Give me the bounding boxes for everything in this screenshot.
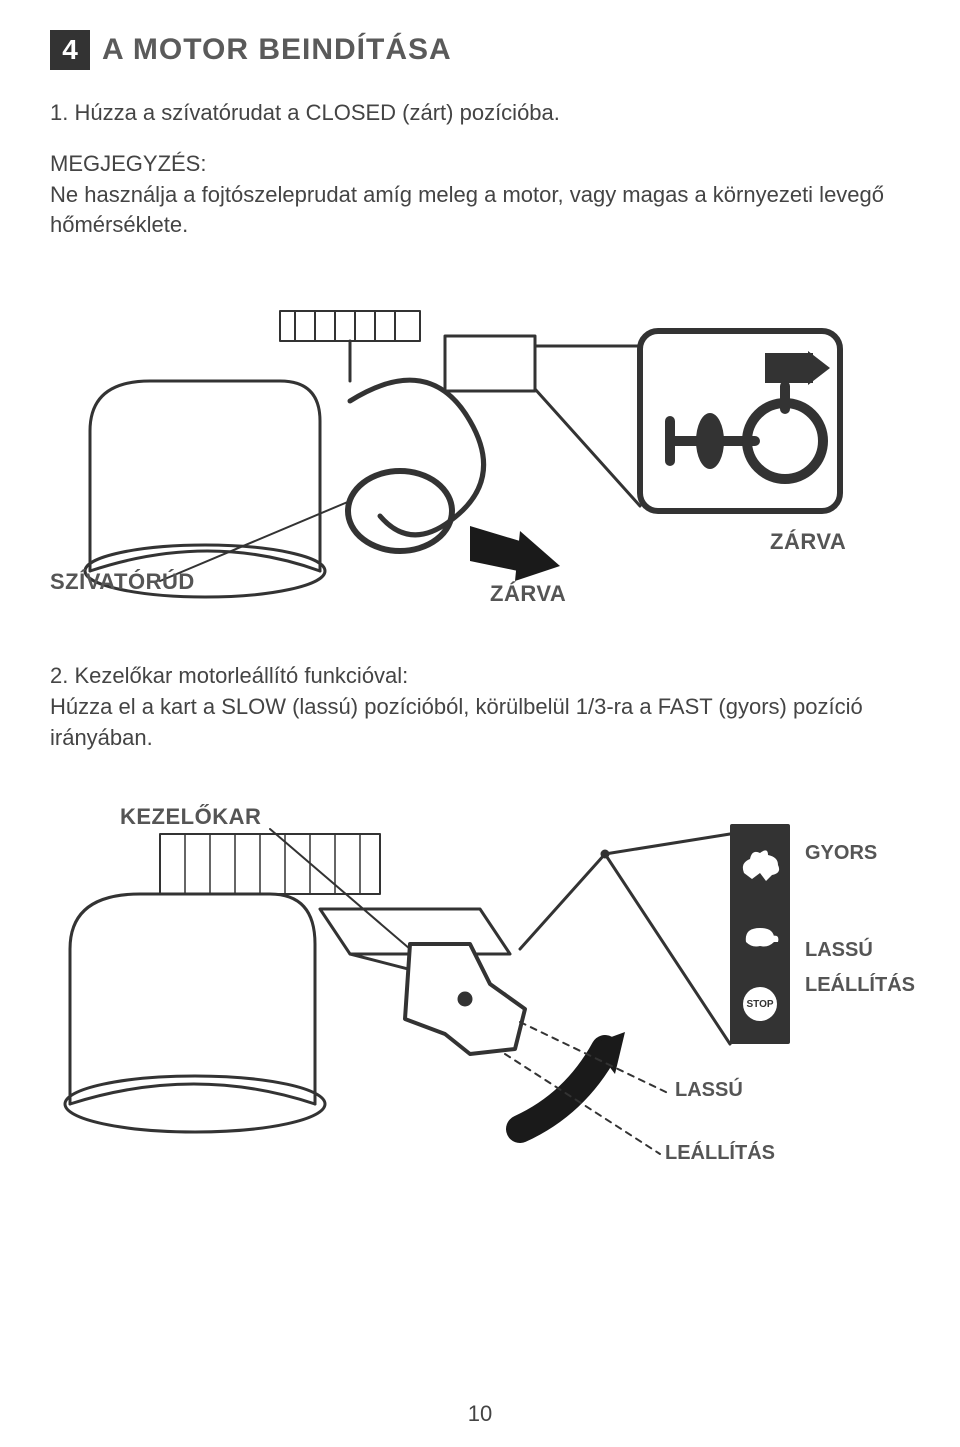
- stop-arrow-label: LEÁLLÍTÁS: [665, 1142, 775, 1165]
- rabbit-icon: [738, 843, 782, 883]
- choke-lever-label: SZÍVATÓRÚD: [50, 569, 195, 595]
- step2-text: 2. Kezelőkar motorleállító funkcióval: H…: [50, 661, 910, 753]
- stop-panel-label: LEÁLLÍTÁS: [805, 974, 915, 997]
- step-number-box: 4: [50, 30, 90, 70]
- speed-indicator-panel: STOP: [730, 824, 790, 1044]
- throttle-lever-label: KEZELŐKAR: [120, 804, 261, 830]
- figure-throttle: STOP KEZELŐKAR GYORS LASSÚ LEÁLLÍTÁS LAS…: [50, 774, 910, 1194]
- stop-icon: STOP: [743, 987, 777, 1021]
- page-title: A MOTOR BEINDÍTÁSA: [102, 33, 452, 67]
- heading-row: 4 A MOTOR BEINDÍTÁSA: [50, 30, 910, 70]
- note-label: MEGJEGYZÉS:: [50, 149, 910, 180]
- stop-icon-cell: STOP: [730, 969, 790, 1040]
- note-body: Ne használja a fojtószeleprudat amíg mel…: [50, 180, 910, 242]
- closed-icon-label: ZÁRVA: [770, 529, 846, 555]
- step1-text: 1. Húzza a szívatórudat a CLOSED (zárt) …: [50, 98, 910, 129]
- figure-choke: SZÍVATÓRÚD ZÁRVA ZÁRVA: [50, 271, 910, 631]
- page-number: 10: [0, 1401, 960, 1427]
- fast-icon-cell: [730, 828, 790, 899]
- turtle-icon: [738, 914, 782, 954]
- slow-icon-cell: [730, 898, 790, 969]
- slow-panel-label: LASSÚ: [805, 939, 873, 962]
- note-block: MEGJEGYZÉS: Ne használja a fojtószelepru…: [50, 149, 910, 241]
- stop-icon-text: STOP: [746, 999, 773, 1010]
- step-number: 4: [62, 34, 78, 66]
- closed-inline-label: ZÁRVA: [490, 581, 566, 607]
- slow-arrow-label: LASSÚ: [675, 1079, 743, 1102]
- fast-label: GYORS: [805, 842, 877, 865]
